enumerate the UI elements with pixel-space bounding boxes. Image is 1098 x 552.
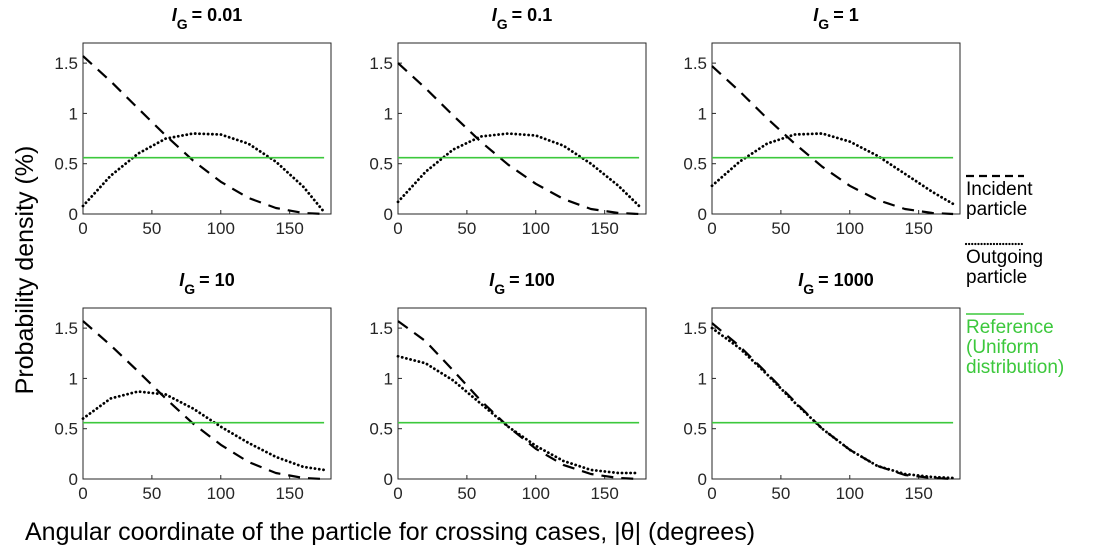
plot-area	[397, 42, 647, 215]
y-tick-label: 0.5	[369, 420, 393, 439]
y-tick-label: 1.5	[369, 54, 393, 73]
x-tick-label: 50	[142, 219, 161, 238]
series-incident-line	[711, 65, 954, 216]
legend-reference-label: distribution)	[966, 357, 1064, 378]
legend-outgoing-label: Outgoing	[966, 247, 1043, 268]
y-tick-label: 0	[698, 470, 707, 489]
y-tick-label: 1	[384, 369, 393, 388]
y-tick-label: 0.5	[54, 155, 78, 174]
legend-reference-label: (Uniform	[966, 337, 1039, 358]
y-tick-label: 1.5	[54, 319, 78, 338]
x-tick-label: 50	[142, 484, 161, 503]
series-outgoing-line	[710, 132, 955, 206]
plot-area	[711, 42, 961, 215]
x-tick-label: 150	[590, 219, 618, 238]
plot-area	[397, 307, 647, 480]
x-tick-label: 100	[836, 484, 864, 503]
y-tick-label: 1.5	[369, 319, 393, 338]
plot-area	[82, 307, 332, 480]
legend-incident-label: particle	[966, 199, 1027, 220]
y-tick-label: 1	[69, 104, 78, 123]
x-tick-label: 150	[904, 219, 932, 238]
series-incident-line	[82, 55, 325, 216]
y-tick-label: 0.5	[683, 155, 707, 174]
x-tick-label: 0	[707, 219, 716, 238]
y-tick-label: 1.5	[54, 54, 78, 73]
series-incident-line	[397, 62, 640, 216]
y-tick-label: 1.5	[683, 54, 707, 73]
subplot-title: IG = 0.01	[172, 5, 242, 32]
y-axis-label: Probability density (%)	[11, 146, 39, 395]
subplot-title: IG = 1	[813, 5, 858, 32]
legend-reference-label: Reference	[966, 317, 1054, 338]
series-outgoing-line	[396, 354, 641, 475]
y-tick-label: 0	[698, 205, 707, 224]
subplot-4: 0 0.5 1 1.5 0 50 100 150 IG = 10	[54, 270, 332, 503]
subplot-title: IG = 100	[489, 270, 554, 297]
y-tick-label: 1.5	[683, 319, 707, 338]
legend-incident-label: Incident	[966, 179, 1033, 200]
subplot-title: IG = 10	[179, 270, 234, 297]
subplot-6: 0 0.5 1 1.5 0 50 100 150 IG = 1000	[683, 270, 961, 503]
series-incident-line	[397, 320, 640, 481]
x-tick-label: 0	[393, 219, 402, 238]
x-tick-label: 150	[904, 484, 932, 503]
y-tick-label: 0	[69, 470, 78, 489]
x-tick-label: 150	[275, 219, 303, 238]
x-tick-label: 50	[457, 219, 476, 238]
series-outgoing-line	[396, 132, 641, 208]
series-incident-line	[711, 322, 954, 481]
subplot-2: 0 0.5 1 1.5 0 50 100 150 IG = 0.1	[369, 5, 647, 238]
plot-area	[82, 42, 332, 215]
plot-area	[711, 307, 961, 480]
y-tick-label: 1	[384, 104, 393, 123]
x-tick-label: 0	[78, 219, 87, 238]
x-tick-label: 100	[207, 219, 235, 238]
x-tick-label: 50	[771, 484, 790, 503]
x-axis-label: Angular coordinate of the particle for c…	[25, 518, 755, 546]
x-tick-label: 150	[275, 484, 303, 503]
y-tick-label: 0.5	[369, 155, 393, 174]
subplot-5: 0 0.5 1 1.5 0 50 100 150 IG = 100	[369, 270, 647, 503]
x-tick-label: 100	[522, 219, 550, 238]
subplot-title: IG = 0.1	[492, 5, 552, 32]
y-tick-label: 1	[69, 369, 78, 388]
y-tick-label: 0.5	[683, 420, 707, 439]
y-tick-label: 1	[698, 104, 707, 123]
legend: IncidentparticleOutgoingparticleReferenc…	[964, 174, 1064, 378]
x-tick-label: 100	[836, 219, 864, 238]
x-tick-label: 100	[207, 484, 235, 503]
x-tick-label: 0	[78, 484, 87, 503]
y-tick-label: 0	[384, 205, 393, 224]
y-tick-label: 1	[698, 369, 707, 388]
x-tick-label: 50	[771, 219, 790, 238]
series-incident-line	[82, 320, 325, 481]
x-tick-label: 0	[707, 484, 716, 503]
series-outgoing-line	[710, 326, 955, 480]
legend-outgoing-label: particle	[966, 267, 1027, 288]
series-outgoing-line	[81, 390, 326, 472]
y-tick-label: 0	[384, 470, 393, 489]
subplot-title: IG = 1000	[798, 270, 873, 297]
x-tick-label: 0	[393, 484, 402, 503]
y-tick-label: 0.5	[54, 420, 78, 439]
x-tick-label: 150	[590, 484, 618, 503]
subplot-3: 0 0.5 1 1.5 0 50 100 150 IG = 1	[683, 5, 961, 238]
series-outgoing-line	[81, 132, 326, 214]
subplot-1: 0 0.5 1 1.5 0 50 100 150 IG = 0.01	[54, 5, 332, 238]
x-tick-label: 100	[522, 484, 550, 503]
x-tick-label: 50	[457, 484, 476, 503]
y-tick-label: 0	[69, 205, 78, 224]
